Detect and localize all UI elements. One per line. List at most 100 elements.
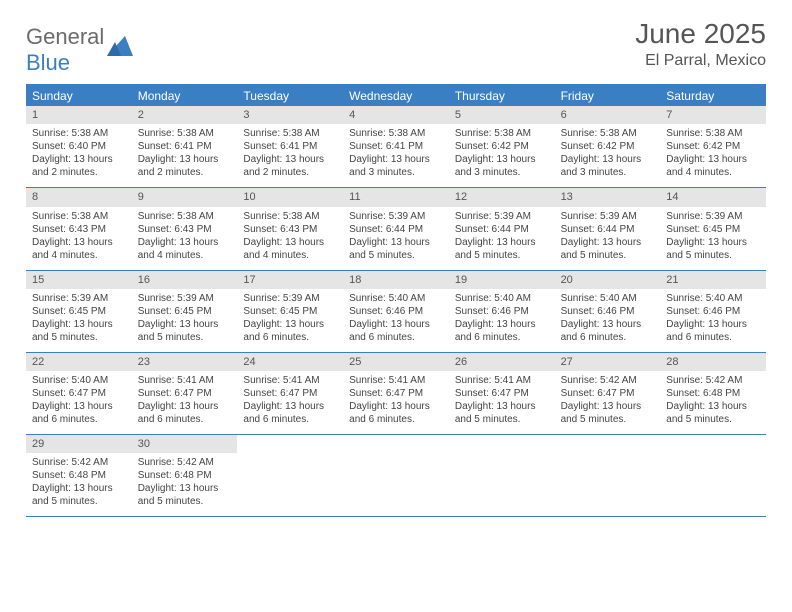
calendar-cell: 28Sunrise: 5:42 AMSunset: 6:48 PMDayligh… <box>660 353 766 434</box>
day-body: Sunrise: 5:38 AMSunset: 6:41 PMDaylight:… <box>237 124 343 187</box>
day-body: Sunrise: 5:38 AMSunset: 6:42 PMDaylight:… <box>555 124 661 187</box>
day-number: 14 <box>660 188 766 206</box>
day-body <box>555 439 661 493</box>
day-number: 4 <box>343 106 449 124</box>
day-body: Sunrise: 5:39 AMSunset: 6:45 PMDaylight:… <box>660 207 766 270</box>
day-header-cell: Thursday <box>449 86 555 106</box>
day-number: 13 <box>555 188 661 206</box>
day-body: Sunrise: 5:39 AMSunset: 6:45 PMDaylight:… <box>132 289 238 352</box>
day-number: 12 <box>449 188 555 206</box>
day-body: Sunrise: 5:42 AMSunset: 6:47 PMDaylight:… <box>555 371 661 434</box>
day-number: 9 <box>132 188 238 206</box>
day-number: 23 <box>132 353 238 371</box>
calendar-cell: 17Sunrise: 5:39 AMSunset: 6:45 PMDayligh… <box>237 271 343 352</box>
calendar-cell <box>237 435 343 516</box>
day-body: Sunrise: 5:41 AMSunset: 6:47 PMDaylight:… <box>237 371 343 434</box>
day-body: Sunrise: 5:39 AMSunset: 6:45 PMDaylight:… <box>26 289 132 352</box>
calendar-cell: 25Sunrise: 5:41 AMSunset: 6:47 PMDayligh… <box>343 353 449 434</box>
day-number: 18 <box>343 271 449 289</box>
day-body: Sunrise: 5:38 AMSunset: 6:42 PMDaylight:… <box>660 124 766 187</box>
calendar-cell: 5Sunrise: 5:38 AMSunset: 6:42 PMDaylight… <box>449 106 555 187</box>
calendar-cell: 16Sunrise: 5:39 AMSunset: 6:45 PMDayligh… <box>132 271 238 352</box>
week-row: 8Sunrise: 5:38 AMSunset: 6:43 PMDaylight… <box>26 188 766 270</box>
day-body: Sunrise: 5:38 AMSunset: 6:41 PMDaylight:… <box>343 124 449 187</box>
day-number: 19 <box>449 271 555 289</box>
day-number: 6 <box>555 106 661 124</box>
day-body: Sunrise: 5:40 AMSunset: 6:46 PMDaylight:… <box>555 289 661 352</box>
week-row: 1Sunrise: 5:38 AMSunset: 6:40 PMDaylight… <box>26 106 766 188</box>
month-title: June 2025 <box>635 18 766 50</box>
day-number: 10 <box>237 188 343 206</box>
calendar-cell <box>343 435 449 516</box>
day-body: Sunrise: 5:42 AMSunset: 6:48 PMDaylight:… <box>26 453 132 516</box>
day-header-cell: Friday <box>555 86 661 106</box>
header: General Blue June 2025 El Parral, Mexico <box>26 18 766 76</box>
weeks-container: 1Sunrise: 5:38 AMSunset: 6:40 PMDaylight… <box>26 106 766 517</box>
day-number: 30 <box>132 435 238 453</box>
week-row: 29Sunrise: 5:42 AMSunset: 6:48 PMDayligh… <box>26 435 766 517</box>
day-body: Sunrise: 5:41 AMSunset: 6:47 PMDaylight:… <box>343 371 449 434</box>
day-number: 7 <box>660 106 766 124</box>
day-header-cell: Sunday <box>26 86 132 106</box>
day-number: 21 <box>660 271 766 289</box>
calendar-cell: 23Sunrise: 5:41 AMSunset: 6:47 PMDayligh… <box>132 353 238 434</box>
calendar-cell: 11Sunrise: 5:39 AMSunset: 6:44 PMDayligh… <box>343 188 449 269</box>
calendar-cell <box>449 435 555 516</box>
calendar-cell: 18Sunrise: 5:40 AMSunset: 6:46 PMDayligh… <box>343 271 449 352</box>
day-body <box>449 439 555 493</box>
day-body: Sunrise: 5:41 AMSunset: 6:47 PMDaylight:… <box>132 371 238 434</box>
calendar-cell: 12Sunrise: 5:39 AMSunset: 6:44 PMDayligh… <box>449 188 555 269</box>
calendar-cell <box>660 435 766 516</box>
day-number: 28 <box>660 353 766 371</box>
logo-text-blue: Blue <box>26 50 70 75</box>
day-body: Sunrise: 5:38 AMSunset: 6:43 PMDaylight:… <box>26 207 132 270</box>
week-row: 22Sunrise: 5:40 AMSunset: 6:47 PMDayligh… <box>26 353 766 435</box>
day-body: Sunrise: 5:39 AMSunset: 6:44 PMDaylight:… <box>343 207 449 270</box>
day-header-cell: Wednesday <box>343 86 449 106</box>
day-number: 17 <box>237 271 343 289</box>
day-number: 16 <box>132 271 238 289</box>
day-body <box>343 439 449 493</box>
day-body: Sunrise: 5:40 AMSunset: 6:46 PMDaylight:… <box>343 289 449 352</box>
location: El Parral, Mexico <box>635 52 766 70</box>
day-body: Sunrise: 5:38 AMSunset: 6:42 PMDaylight:… <box>449 124 555 187</box>
day-number: 25 <box>343 353 449 371</box>
logo-mark-icon <box>107 36 133 56</box>
day-body: Sunrise: 5:41 AMSunset: 6:47 PMDaylight:… <box>449 371 555 434</box>
calendar-cell: 29Sunrise: 5:42 AMSunset: 6:48 PMDayligh… <box>26 435 132 516</box>
calendar-cell: 21Sunrise: 5:40 AMSunset: 6:46 PMDayligh… <box>660 271 766 352</box>
title-block: June 2025 El Parral, Mexico <box>635 18 766 70</box>
day-number: 1 <box>26 106 132 124</box>
calendar-cell: 10Sunrise: 5:38 AMSunset: 6:43 PMDayligh… <box>237 188 343 269</box>
calendar-cell: 20Sunrise: 5:40 AMSunset: 6:46 PMDayligh… <box>555 271 661 352</box>
calendar-cell: 9Sunrise: 5:38 AMSunset: 6:43 PMDaylight… <box>132 188 238 269</box>
day-body <box>660 439 766 493</box>
calendar-cell: 4Sunrise: 5:38 AMSunset: 6:41 PMDaylight… <box>343 106 449 187</box>
logo-text-general: General <box>26 24 104 49</box>
day-body <box>237 439 343 493</box>
calendar-cell: 14Sunrise: 5:39 AMSunset: 6:45 PMDayligh… <box>660 188 766 269</box>
day-body: Sunrise: 5:38 AMSunset: 6:43 PMDaylight:… <box>237 207 343 270</box>
day-number: 11 <box>343 188 449 206</box>
day-body: Sunrise: 5:42 AMSunset: 6:48 PMDaylight:… <box>660 371 766 434</box>
calendar-cell: 1Sunrise: 5:38 AMSunset: 6:40 PMDaylight… <box>26 106 132 187</box>
week-row: 15Sunrise: 5:39 AMSunset: 6:45 PMDayligh… <box>26 271 766 353</box>
day-number: 24 <box>237 353 343 371</box>
calendar-cell: 2Sunrise: 5:38 AMSunset: 6:41 PMDaylight… <box>132 106 238 187</box>
day-body: Sunrise: 5:40 AMSunset: 6:46 PMDaylight:… <box>660 289 766 352</box>
calendar-cell: 19Sunrise: 5:40 AMSunset: 6:46 PMDayligh… <box>449 271 555 352</box>
day-body: Sunrise: 5:39 AMSunset: 6:44 PMDaylight:… <box>449 207 555 270</box>
day-number: 20 <box>555 271 661 289</box>
day-header-cell: Saturday <box>660 86 766 106</box>
calendar-cell: 26Sunrise: 5:41 AMSunset: 6:47 PMDayligh… <box>449 353 555 434</box>
day-number: 3 <box>237 106 343 124</box>
calendar-cell: 24Sunrise: 5:41 AMSunset: 6:47 PMDayligh… <box>237 353 343 434</box>
day-body: Sunrise: 5:38 AMSunset: 6:40 PMDaylight:… <box>26 124 132 187</box>
day-header-cell: Tuesday <box>237 86 343 106</box>
day-body: Sunrise: 5:39 AMSunset: 6:44 PMDaylight:… <box>555 207 661 270</box>
day-header-cell: Monday <box>132 86 238 106</box>
day-body: Sunrise: 5:40 AMSunset: 6:46 PMDaylight:… <box>449 289 555 352</box>
logo: General Blue <box>26 24 133 76</box>
day-number: 2 <box>132 106 238 124</box>
day-number: 5 <box>449 106 555 124</box>
